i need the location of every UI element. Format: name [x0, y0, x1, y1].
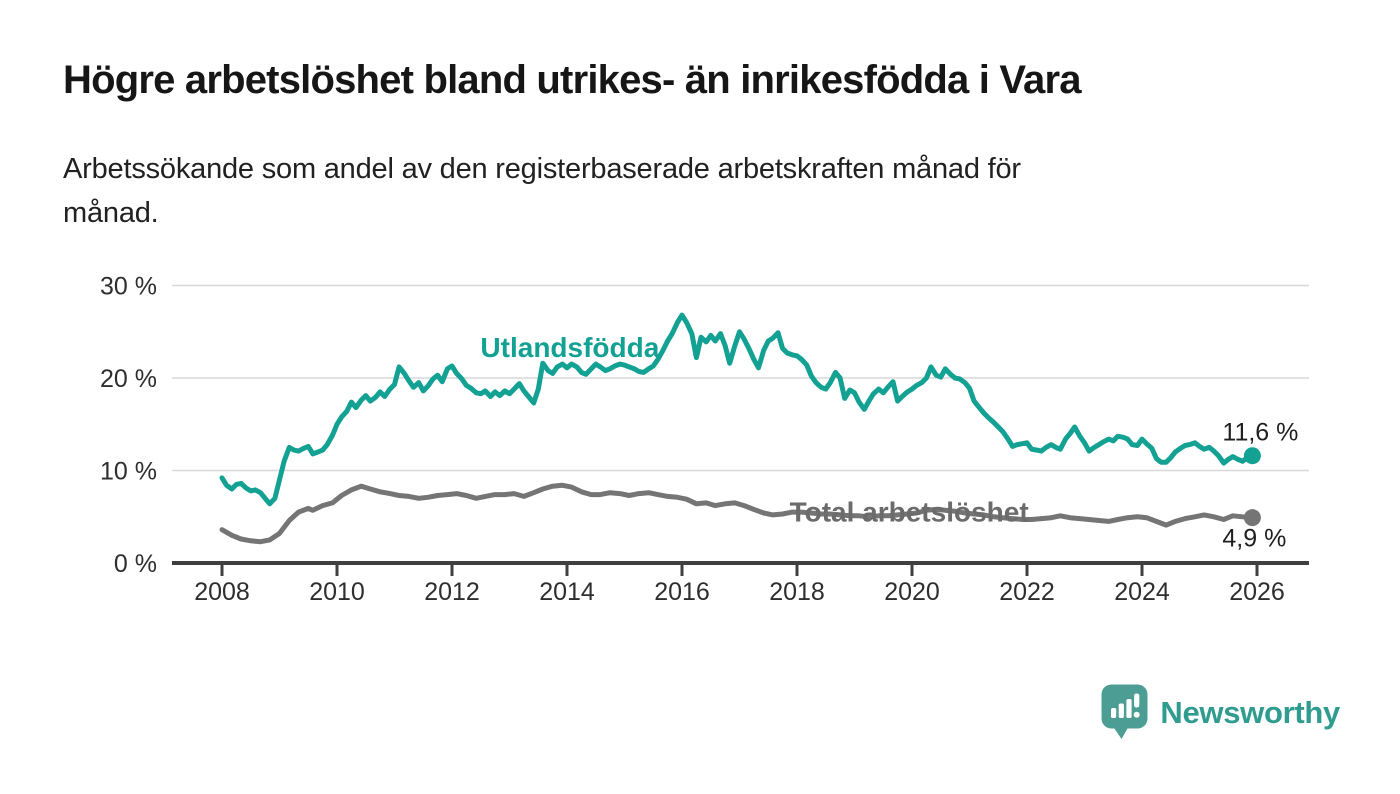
x-tick-label-2018: 2018	[769, 578, 825, 606]
chart-title: Högre arbetslöshet bland utrikes- än inr…	[63, 58, 1082, 102]
newsworthy-wordmark: Newsworthy	[1160, 694, 1340, 730]
series-line-0	[219, 312, 1255, 507]
y-tick-label-30: 30 %	[100, 273, 157, 301]
x-tick-label-2008: 2008	[194, 578, 250, 606]
x-tick-label-2010: 2010	[309, 578, 365, 606]
x-tick-label-2020: 2020	[884, 578, 940, 606]
x-tick-label-2024: 2024	[1114, 578, 1170, 606]
series-end-label-0: 11,6 %	[1222, 419, 1298, 447]
series-end-dot-0	[1243, 447, 1261, 465]
y-tick-label-20: 20 %	[100, 365, 157, 393]
newsworthy-logo: Newsworthy	[1101, 684, 1340, 741]
x-tick-label-2012: 2012	[424, 578, 480, 606]
series-label-1: Total arbetslöshet	[790, 497, 1029, 528]
x-tick-label-2022: 2022	[999, 578, 1055, 606]
x-tick-label-2026: 2026	[1229, 578, 1285, 606]
series-end-label-1: 4,9 %	[1222, 525, 1286, 553]
x-tick-label-2016: 2016	[654, 578, 710, 606]
chart-subtitle: Arbetssökande som andel av den registerb…	[63, 153, 1021, 229]
y-tick-label-10: 10 %	[100, 458, 157, 486]
x-tick-label-2014: 2014	[539, 578, 595, 606]
y-tick-label-0: 0 %	[114, 550, 157, 578]
series-line-1	[219, 482, 1255, 545]
series-end-dot-1	[1243, 509, 1261, 527]
series-label-0: Utlandsfödda	[480, 332, 659, 363]
newsworthy-logo-icon	[1101, 684, 1148, 739]
